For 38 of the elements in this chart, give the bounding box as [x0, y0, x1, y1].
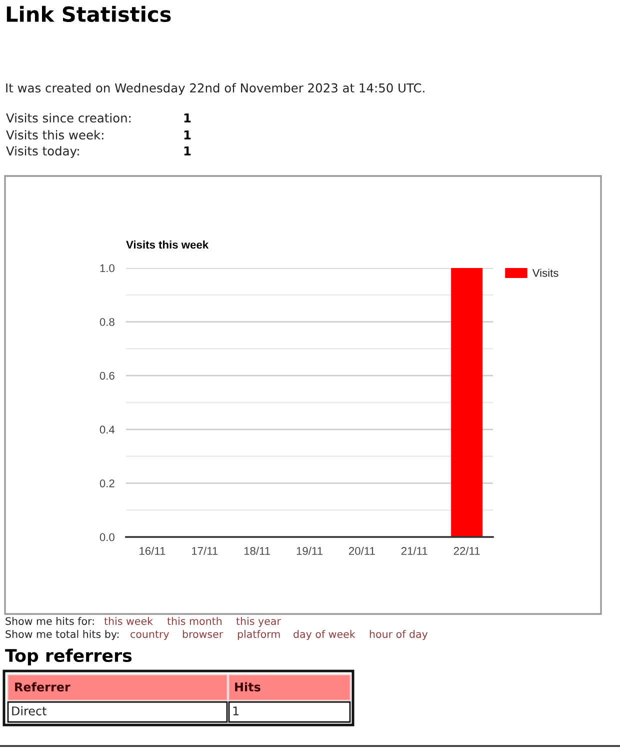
x-tick-label: 17/11	[192, 546, 218, 555]
text: this week	[104, 617, 153, 625]
text: day of week	[294, 630, 356, 640]
text: Visits since creation:	[6, 113, 131, 123]
y-tick-label: 0.6	[100, 372, 114, 380]
text: Direct	[12, 706, 46, 716]
x-tick-label: 21/11	[401, 546, 428, 555]
text: Referrer	[15, 682, 70, 692]
text: platform	[238, 630, 280, 640]
x-tick-label: 22/11	[454, 546, 480, 555]
text: 1	[184, 146, 191, 156]
legend-label: Visits	[532, 268, 558, 277]
x-tick-label: 18/11	[244, 546, 270, 555]
text: Show me total hits by:	[6, 630, 119, 640]
y-tick-label: 1.0	[100, 264, 114, 272]
text: 1	[184, 113, 191, 122]
text: this year	[236, 617, 281, 627]
text: 1	[184, 130, 191, 140]
text: hour of day	[370, 630, 428, 640]
y-tick-label: 0.4	[100, 426, 115, 434]
text: country	[130, 630, 169, 640]
x-tick-label: 19/11	[296, 546, 322, 555]
text: Hits	[235, 682, 260, 692]
text: Top referrers	[5, 648, 132, 666]
text: this month	[167, 617, 222, 625]
text: Show me hits for:	[6, 617, 94, 625]
y-tick-label: 0.8	[100, 318, 114, 326]
y-tick-label: 0.2	[100, 479, 114, 488]
text: Link Statistics	[6, 6, 171, 22]
x-tick-label: 20/11	[348, 546, 375, 555]
x-tick-label: 16/11	[140, 546, 166, 555]
text: 1	[233, 706, 238, 716]
chart-title: Visits this week	[126, 240, 209, 249]
text: It was created on Wednesday 22nd of November 2023 at 14:50 UTC.	[6, 83, 424, 95]
y-tick-label: 0.0	[100, 533, 114, 542]
text: Visits today:	[6, 146, 79, 158]
text: browser	[182, 630, 224, 638]
text: Visits this week:	[6, 130, 104, 140]
